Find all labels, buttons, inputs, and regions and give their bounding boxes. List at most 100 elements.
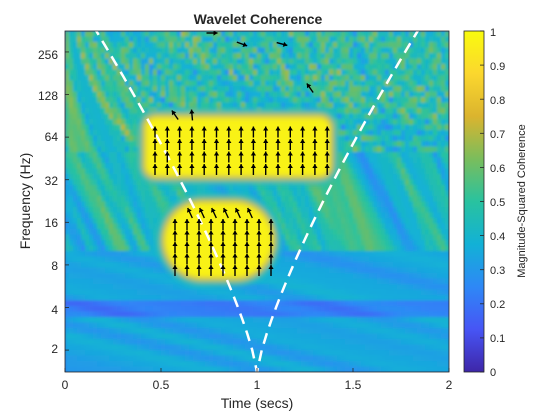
phase-arrow	[244, 242, 250, 253]
phase-arrow	[244, 230, 250, 242]
phase-arrow	[275, 164, 281, 175]
phase-arrow	[172, 242, 178, 253]
phase-arrow	[250, 126, 256, 138]
phase-arrow	[184, 265, 190, 276]
phase-arrow	[238, 164, 244, 175]
phase-arrow	[152, 126, 158, 138]
colorbar-label: Magnitude-Squared Coherence	[516, 124, 528, 278]
phase-arrow	[256, 230, 262, 242]
phase-arrow	[184, 242, 190, 253]
phase-arrow	[244, 253, 250, 265]
x-tick-label: 2	[446, 378, 453, 392]
y-tick-label: 4	[51, 303, 58, 317]
phase-arrow	[208, 230, 214, 242]
colorbar: 0 0.1 0.2 0.3 0.4 0.5 0.6 0.7 0.8 0.9 1 …	[463, 27, 528, 379]
phase-arrow	[287, 151, 293, 163]
colorbar-tick-label: 0.3	[490, 265, 505, 277]
phase-arrow	[177, 126, 183, 138]
y-tick-marks	[65, 51, 69, 351]
phase-arrow	[300, 151, 306, 163]
colorbar-tick-label: 0.9	[490, 61, 505, 73]
phase-arrow	[300, 139, 306, 150]
phase-arrow	[213, 139, 220, 150]
phase-arrow	[220, 219, 226, 230]
phase-arrows	[152, 31, 330, 276]
y-axis-label: Frequency (Hz)	[17, 153, 33, 249]
phase-arrow	[189, 126, 195, 138]
phase-arrow	[236, 41, 248, 47]
phase-arrow	[220, 253, 226, 265]
colorbar-tick-label: 0.5	[490, 197, 505, 209]
phase-arrow	[287, 139, 293, 150]
phase-arrow	[201, 139, 207, 150]
colorbar-tick-label: 0	[490, 367, 496, 379]
chart-title: Wavelet Coherence	[194, 11, 323, 27]
phase-arrow	[268, 265, 274, 276]
phase-arrow	[276, 41, 288, 47]
coherence-region	[164, 202, 273, 278]
y-tick-label: 8	[51, 259, 58, 273]
phase-arrow	[226, 139, 232, 150]
phase-arrow	[300, 126, 306, 138]
phase-arrow	[300, 164, 306, 175]
phase-arrow	[189, 109, 195, 121]
phase-arrow	[172, 265, 178, 276]
phase-arrow	[172, 253, 178, 265]
y-tick-label: 128	[38, 89, 58, 103]
phase-arrow	[196, 230, 202, 242]
phase-arrow	[184, 253, 190, 265]
phase-arrow	[189, 151, 195, 163]
phase-arrow	[324, 126, 330, 138]
phase-arrow	[177, 151, 183, 163]
phase-arrow	[208, 253, 214, 265]
phase-arrow	[220, 265, 226, 276]
phase-arrow	[256, 253, 262, 265]
phase-arrow	[232, 230, 238, 242]
x-tick-marks	[64, 368, 450, 372]
x-tick-label: 1.5	[345, 378, 362, 392]
phase-arrow	[152, 139, 158, 150]
phase-arrow	[223, 207, 229, 219]
x-tick-label: 1	[254, 378, 261, 392]
phase-arrow	[172, 230, 178, 242]
phase-arrow	[201, 164, 207, 175]
phase-arrow	[312, 164, 318, 175]
phase-arrow	[275, 151, 281, 163]
plot-area	[65, 31, 449, 372]
x-axis: 0 0.5 1 1.5 2 Time (secs)	[62, 368, 453, 411]
phase-arrow	[213, 126, 220, 138]
colorbar-tick-label: 0.2	[490, 299, 505, 311]
phase-arrow	[232, 265, 238, 276]
phase-arrow	[208, 242, 214, 253]
phase-arrow	[220, 242, 226, 253]
phase-arrow	[189, 139, 195, 150]
phase-arrow	[268, 230, 274, 242]
phase-arrow	[235, 207, 241, 219]
phase-arrow	[189, 164, 195, 175]
phase-arrow	[232, 219, 238, 230]
phase-arrow	[208, 219, 214, 230]
y-tick-label: 32	[45, 174, 59, 188]
phase-arrow	[199, 207, 205, 219]
phase-arrow	[152, 164, 158, 175]
phase-arrow	[287, 126, 293, 138]
colorbar-tick-label: 0.8	[490, 95, 505, 107]
phase-arrow	[164, 164, 170, 175]
phase-arrow	[211, 207, 217, 219]
phase-arrow	[275, 139, 281, 150]
phase-arrow	[250, 139, 256, 150]
phase-arrow	[238, 126, 244, 138]
colorbar-tick-marks	[480, 30, 484, 373]
phase-arrow	[312, 151, 318, 163]
y-tick-label: 64	[45, 130, 59, 144]
phase-arrow	[187, 207, 193, 219]
phase-arrow	[263, 139, 269, 150]
phase-arrow	[287, 164, 293, 175]
phase-arrow	[232, 242, 238, 253]
phase-arrow	[312, 126, 318, 138]
phase-arrow	[244, 219, 250, 230]
phase-arrow	[172, 219, 178, 230]
phase-arrow	[268, 242, 274, 253]
y-axis: 2 4 8 16 32 64 128 256 Frequency (Hz)	[17, 48, 69, 356]
